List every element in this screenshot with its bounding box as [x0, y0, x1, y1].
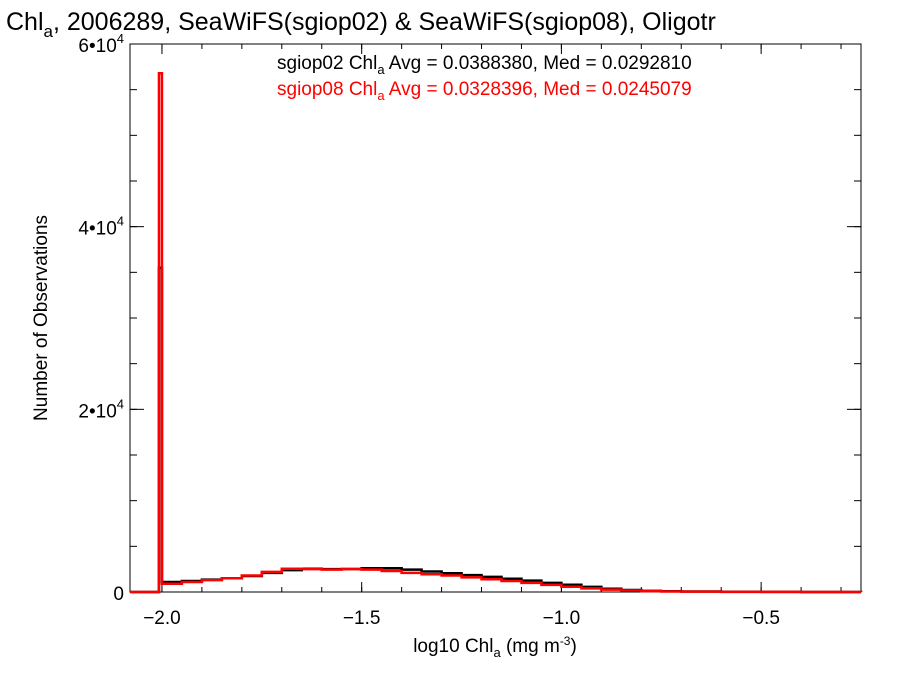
y-tick-label: 2•104: [78, 396, 124, 422]
series-sgiop08: [130, 71, 863, 594]
x-tick-label: −1.5: [343, 608, 381, 629]
axis-ticks: −2.0 −1.5 −1.0 −0.5 0 2•104 4•104 6•104: [78, 31, 861, 629]
series-layer: [130, 71, 863, 594]
series-line-sgiop08: [130, 71, 863, 594]
x-tick-label: −1.0: [543, 608, 581, 629]
y-axis-label: Number of Observations: [31, 215, 52, 421]
chart-title: Chla, 2006289, SeaWiFS(sgiop02) & SeaWiF…: [6, 8, 716, 41]
y-tick-label: 4•104: [78, 214, 124, 240]
x-tick-label: −2.0: [143, 608, 181, 629]
legend-sgiop08: sgiop08 Chla Avg = 0.0328396, Med = 0.02…: [277, 79, 692, 103]
legend-sgiop02: sgiop02 Chla Avg = 0.0388380, Med = 0.02…: [277, 53, 692, 77]
x-axis-label: log10 Chla (mg m-3): [413, 634, 577, 660]
y-tick-label: 6•104: [78, 31, 124, 57]
y-tick-label: 0: [113, 584, 124, 605]
x-tick-label: −0.5: [742, 608, 780, 629]
